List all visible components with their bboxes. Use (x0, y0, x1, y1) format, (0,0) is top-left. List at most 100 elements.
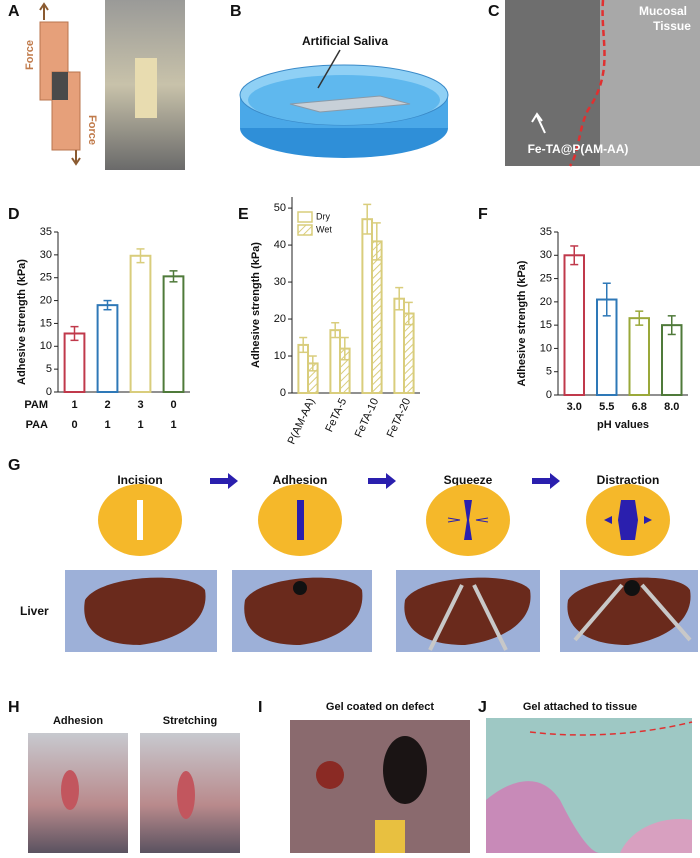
caption: Gel attached to tissue (523, 701, 637, 713)
bar (628, 317, 650, 396)
legend-swatch (297, 224, 313, 236)
bar (96, 304, 119, 393)
error-bar (404, 301, 413, 326)
y-tick-label: 25 (40, 272, 52, 284)
panel-b-schematic: Artificial Saliva (239, 34, 449, 158)
force-label: Force (86, 115, 98, 145)
y-tick-label: 5 (46, 363, 52, 375)
caption: Adhesion (53, 715, 103, 727)
y-tick-label: 50 (274, 202, 286, 214)
panel-letter: I (258, 699, 262, 716)
bar (329, 329, 341, 395)
y-tick-label: 20 (274, 313, 286, 325)
row-label: Liver (20, 604, 49, 618)
y-tick-label: 20 (540, 296, 552, 308)
y-tick-label: 30 (540, 249, 552, 261)
annotation: Fe-TA@P(AM-AA) (528, 142, 629, 156)
y-tick-label: 10 (274, 350, 286, 362)
panel-letter: G (8, 457, 20, 474)
error-bar (169, 270, 178, 283)
x-tick-label: 6.8 (632, 401, 647, 413)
x-tick-label: 8.0 (664, 401, 679, 413)
error-bar (635, 310, 644, 326)
x-tick-label: FeTA-20 (385, 396, 414, 439)
panel-c-image: Mucosal Tissue Fe-TA@P(AM-AA) (505, 0, 700, 167)
panel-letter: F (478, 206, 488, 223)
y-tick-label: 35 (40, 226, 52, 238)
bar (371, 240, 383, 394)
y-tick-label: 0 (46, 386, 52, 398)
error-bar (602, 282, 611, 317)
error-bar (299, 336, 308, 354)
error-bar (372, 222, 381, 261)
bar (661, 324, 683, 396)
panel-letter: B (230, 3, 242, 20)
bar (129, 254, 152, 393)
error-bar (136, 248, 145, 264)
force-label: Force (24, 40, 36, 70)
x-tick-label: FeTA-5 (323, 396, 349, 434)
panel-letter: E (238, 206, 249, 223)
panel-i: Gel coated on defect (290, 701, 470, 853)
error-bar (308, 355, 317, 372)
error-bar (103, 299, 112, 311)
y-tick-label: 15 (40, 317, 52, 329)
annotation: Mucosal (639, 4, 687, 18)
step-label: Squeeze (444, 473, 493, 487)
annotation: Artificial Saliva (302, 34, 388, 48)
error-bar (667, 315, 676, 336)
y-tick-label: 30 (274, 276, 286, 288)
y-tick-label: 0 (280, 387, 286, 399)
table-value: 1 (71, 399, 77, 411)
panel-letter: H (8, 699, 20, 716)
error-bar (363, 203, 372, 235)
panel-h: Adhesion Stretching (28, 715, 240, 853)
panel-letter: D (8, 206, 20, 223)
table-value: 0 (71, 419, 77, 431)
bar (563, 254, 585, 396)
y-axis-label: Adhesive strength (kPa) (250, 242, 262, 368)
step-label: Adhesion (273, 473, 328, 487)
table-value: 3 (137, 399, 143, 411)
error-bar (570, 245, 579, 266)
legend-swatch (297, 211, 313, 223)
y-tick-label: 30 (40, 249, 52, 261)
y-tick-label: 15 (540, 319, 552, 331)
y-axis-label: Adhesive strength (kPa) (16, 259, 28, 385)
table-value: 1 (170, 419, 176, 431)
panel-a-schematic: Force Force (24, 0, 185, 170)
step-label: Distraction (597, 473, 660, 487)
legend-label: Dry (316, 211, 330, 221)
panel-g: Incision Adhesion Squeeze Distraction Li… (20, 473, 698, 652)
table-value: 0 (170, 399, 176, 411)
bar (361, 218, 373, 394)
y-tick-label: 25 (540, 272, 552, 284)
x-tick-label: 5.5 (599, 401, 614, 413)
y-tick-label: 10 (540, 342, 552, 354)
panel-letter: C (488, 3, 500, 20)
x-tick-label: P(AM-AA) (286, 396, 318, 446)
table-value: 2 (104, 399, 110, 411)
table-row-label: PAA (26, 419, 48, 431)
x-axis-label: pH values (597, 419, 649, 431)
error-bar (331, 321, 340, 339)
x-tick-label: FeTA-10 (353, 396, 382, 439)
error-bar (395, 286, 404, 311)
table-value: 1 (104, 419, 110, 431)
table-value: 1 (137, 419, 143, 431)
y-tick-label: 40 (274, 239, 286, 251)
bar (162, 275, 185, 394)
y-tick-label: 35 (540, 226, 552, 238)
y-axis-label: Adhesive strength (kPa) (516, 260, 528, 386)
bar (393, 297, 405, 395)
y-tick-label: 5 (546, 366, 552, 378)
panel-letter: A (8, 3, 20, 20)
y-tick-label: 10 (40, 340, 52, 352)
caption: Stretching (163, 715, 217, 727)
step-label: Incision (117, 473, 162, 487)
bar (63, 332, 86, 394)
annotation: Tissue (653, 19, 691, 33)
caption: Gel coated on defect (326, 701, 435, 713)
table-row-label: PAM (24, 399, 48, 411)
panel-j: Gel attached to tissue (486, 701, 693, 853)
